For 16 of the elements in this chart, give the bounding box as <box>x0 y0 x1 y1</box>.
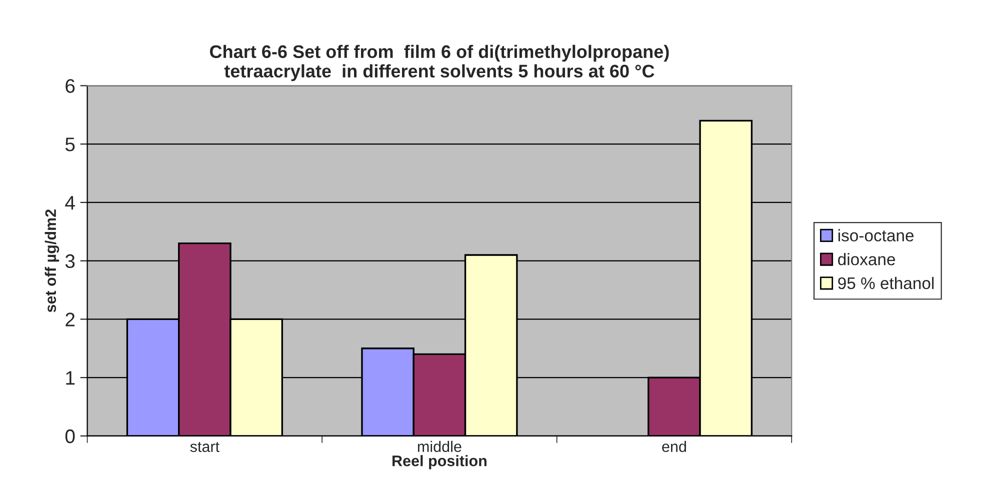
y-tick-label: 1 <box>66 371 75 385</box>
x-axis-title: Reel position <box>392 455 486 470</box>
y-tick-label: 2 <box>66 312 75 326</box>
x-tick-label: start <box>190 442 220 452</box>
y-tick-label: 4 <box>65 196 75 210</box>
legend-label: 95 % ethanol <box>838 276 934 290</box>
y-axis-title: set off µg/dm2 <box>44 209 60 312</box>
legend-label: dioxane <box>838 253 896 266</box>
y-tick-label: 0 <box>65 429 75 444</box>
x-tick-label: end <box>662 440 686 452</box>
x-tick-label: middle <box>418 440 462 452</box>
chart-title: Chart 6-6 Set off from film 6 of di(trimethylolpropane) tetraacrylate in different solvents 5 hours at 60 °C <box>210 44 669 82</box>
legend-label: iso-octane <box>838 229 914 242</box>
y-tick-label: 5 <box>65 138 75 152</box>
y-tick-label: 3 <box>65 254 75 268</box>
y-tick-label: 6 <box>66 79 75 93</box>
